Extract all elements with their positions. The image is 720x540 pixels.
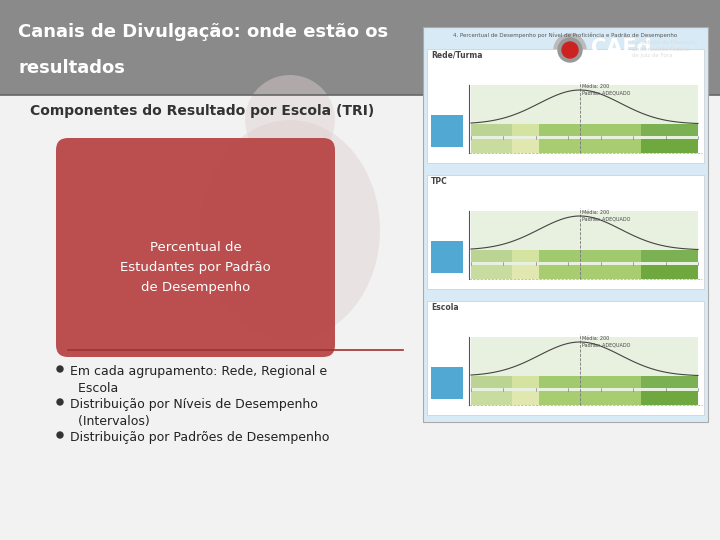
Bar (539, 376, 642, 388)
Bar (512, 265, 539, 279)
Bar (539, 265, 642, 279)
Text: Canais de Divulgação: onde estão os: Canais de Divulgação: onde estão os (18, 23, 388, 41)
Text: TPC: TPC (431, 177, 448, 186)
Text: Escola: Escola (431, 303, 459, 312)
Bar (427, 301, 704, 415)
Text: Média: 200
Padrão: ADEQUADO: Média: 200 Padrão: ADEQUADO (582, 210, 630, 221)
Bar (427, 175, 704, 289)
Bar (642, 376, 698, 388)
Text: CAEd: CAEd (591, 38, 652, 58)
Bar (539, 250, 642, 262)
Bar (471, 250, 512, 262)
Text: Média: 200
Padrão: ADEQUADO: Média: 200 Padrão: ADEQUADO (582, 84, 630, 95)
Text: Em cada agrupamento: Rede, Regional e
  Escola: Em cada agrupamento: Rede, Regional e Es… (70, 365, 327, 395)
Ellipse shape (200, 120, 380, 340)
Bar (431, 241, 463, 273)
Bar (539, 391, 642, 405)
Bar (512, 250, 539, 262)
Bar (431, 367, 463, 399)
Text: Distribuição por Padrões de Desempenho: Distribuição por Padrões de Desempenho (70, 431, 329, 444)
Circle shape (558, 38, 582, 62)
Text: resultados: resultados (18, 59, 125, 77)
Bar (471, 85, 698, 153)
Circle shape (57, 399, 63, 405)
Bar (642, 265, 698, 279)
Bar (471, 337, 698, 405)
Text: Rede/Turma: Rede/Turma (431, 51, 482, 60)
Bar (471, 211, 698, 279)
Bar (642, 124, 698, 136)
Circle shape (57, 432, 63, 438)
Bar (427, 49, 704, 163)
FancyBboxPatch shape (56, 138, 335, 357)
Circle shape (245, 75, 335, 165)
Bar (471, 139, 512, 153)
Circle shape (57, 366, 63, 372)
Bar (512, 139, 539, 153)
Circle shape (562, 42, 578, 58)
Text: Componentes do Resultado por Escola (TRI): Componentes do Resultado por Escola (TRI… (30, 104, 374, 118)
Bar (642, 250, 698, 262)
Bar (512, 376, 539, 388)
Bar (539, 139, 642, 153)
Bar (471, 124, 512, 136)
Bar (471, 391, 512, 405)
Bar (642, 139, 698, 153)
Text: Distribuição por Níveis de Desempenho
  (Intervalos): Distribuição por Níveis de Desempenho (I… (70, 398, 318, 428)
Text: 4. Percentual de Desempenho por Nível de Proficiência e Padrão de Desempenho: 4. Percentual de Desempenho por Nível de… (454, 33, 678, 38)
Text: Percentual de
Estudantes por Padrão
de Desempenho: Percentual de Estudantes por Padrão de D… (120, 241, 271, 294)
Bar (512, 391, 539, 405)
Bar (512, 124, 539, 136)
Bar (423, 27, 708, 422)
Bar (471, 265, 512, 279)
Text: Média: 200
Padrão: ADEQUADO: Média: 200 Padrão: ADEQUADO (582, 336, 630, 347)
Bar (431, 115, 463, 147)
Text: Faculdade de Educação
Universidade Federal
de Juiz de Fora: Faculdade de Educação Universidade Feder… (632, 40, 697, 58)
Bar (0, 0, 720, 95)
Bar (539, 124, 642, 136)
Circle shape (554, 34, 586, 66)
Bar (642, 391, 698, 405)
Bar (471, 376, 512, 388)
